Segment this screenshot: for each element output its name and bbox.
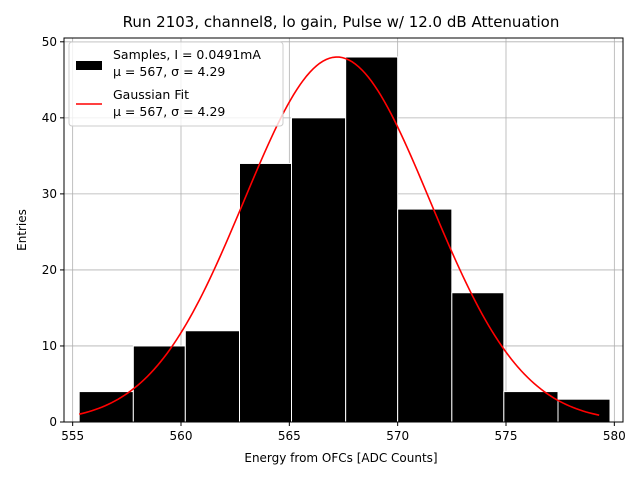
x-axis-label: Energy from OFCs [ADC Counts] bbox=[244, 451, 437, 465]
histogram-bar bbox=[132, 345, 186, 423]
x-tick-label: 560 bbox=[170, 429, 193, 443]
x-tick-label: 570 bbox=[386, 429, 409, 443]
gaussian-fit bbox=[78, 56, 600, 416]
histogram-bar bbox=[291, 117, 347, 423]
y-tick-label: 40 bbox=[42, 111, 57, 125]
y-tick-label: 30 bbox=[42, 187, 57, 201]
x-axis-ticks: 555 560 565 570 575 580 bbox=[61, 422, 626, 443]
y-tick-label: 10 bbox=[42, 339, 57, 353]
y-axis-label: Entries bbox=[15, 209, 29, 251]
histogram-bars bbox=[78, 56, 611, 423]
x-tick-label: 565 bbox=[278, 429, 301, 443]
x-tick-label: 580 bbox=[603, 429, 626, 443]
gaussian-fit-curve bbox=[78, 56, 600, 416]
histogram-bar bbox=[397, 208, 453, 423]
x-tick-label: 575 bbox=[495, 429, 518, 443]
y-tick-label: 0 bbox=[49, 415, 57, 429]
histogram-bar bbox=[78, 391, 134, 423]
y-tick-label: 50 bbox=[42, 35, 57, 49]
legend-samples-stats: μ = 567, σ = 4.29 bbox=[113, 64, 225, 79]
histogram-bar bbox=[503, 391, 559, 423]
chart-title: Run 2103, channel8, lo gain, Pulse w/ 12… bbox=[123, 13, 560, 31]
x-tick-label: 555 bbox=[61, 429, 84, 443]
legend: Samples, I = 0.0491mA μ = 567, σ = 4.29 … bbox=[68, 41, 284, 127]
histogram-bar bbox=[184, 330, 240, 423]
legend-fit-stats: μ = 567, σ = 4.29 bbox=[113, 104, 225, 119]
legend-box bbox=[68, 41, 284, 127]
legend-samples-swatch bbox=[76, 61, 102, 70]
y-tick-label: 20 bbox=[42, 263, 57, 277]
legend-fit-label: Gaussian Fit bbox=[113, 87, 189, 102]
legend-samples-label: Samples, I = 0.0491mA bbox=[113, 47, 261, 62]
histogram-bar bbox=[451, 292, 505, 423]
y-axis-ticks: 0 10 20 30 40 50 bbox=[42, 35, 64, 429]
histogram-bar bbox=[239, 162, 292, 423]
plot-frame bbox=[63, 37, 624, 423]
